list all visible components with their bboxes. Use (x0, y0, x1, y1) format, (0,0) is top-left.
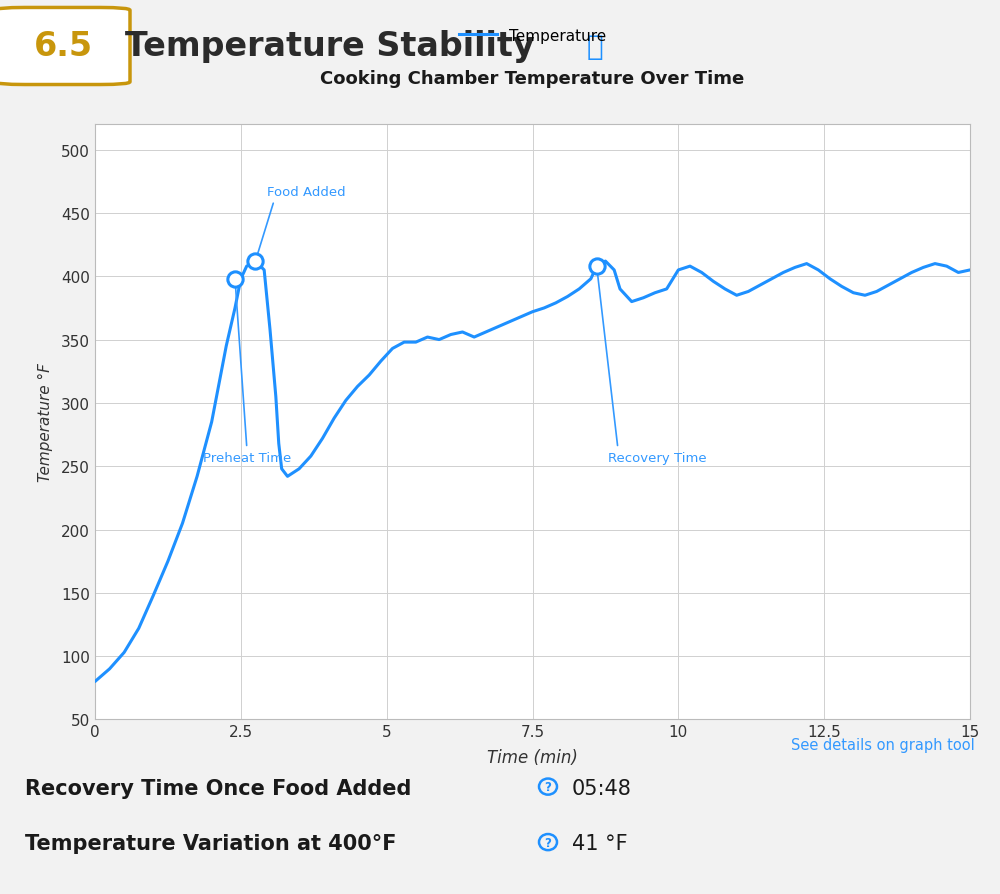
FancyBboxPatch shape (0, 8, 130, 86)
Text: 6.5: 6.5 (33, 30, 93, 63)
Text: Recovery Time Once Food Added: Recovery Time Once Food Added (25, 778, 411, 797)
Legend: Temperature: Temperature (459, 29, 606, 44)
Text: Recovery Time: Recovery Time (597, 270, 707, 465)
Text: ?: ? (545, 836, 551, 848)
Text: Temperature Stability: Temperature Stability (125, 30, 535, 63)
Title: Cooking Chamber Temperature Over Time: Cooking Chamber Temperature Over Time (320, 70, 745, 88)
Text: 05:48: 05:48 (572, 778, 632, 797)
Text: Temperature Variation at 400°F: Temperature Variation at 400°F (25, 833, 396, 853)
Text: ⓘ: ⓘ (587, 33, 603, 61)
Text: 41 °F: 41 °F (572, 833, 628, 853)
Text: Preheat Time: Preheat Time (203, 283, 291, 465)
Text: Food Added: Food Added (256, 186, 346, 259)
Text: ?: ? (545, 780, 551, 793)
Y-axis label: Temperature °F: Temperature °F (38, 363, 53, 482)
Text: See details on graph tool: See details on graph tool (791, 738, 975, 753)
X-axis label: Time (min): Time (min) (487, 748, 578, 766)
